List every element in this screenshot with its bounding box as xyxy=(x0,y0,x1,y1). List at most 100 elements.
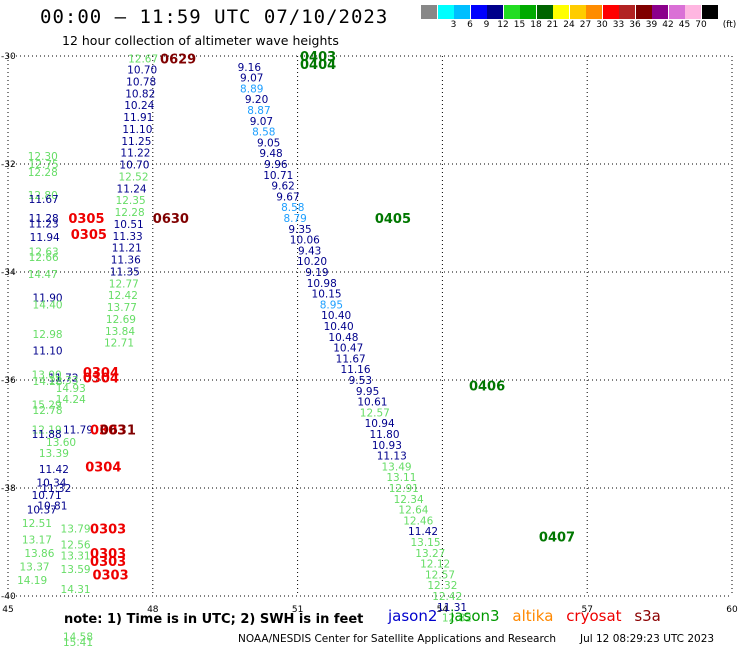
scale-swatch xyxy=(487,5,503,19)
wave-height-point: 10.61 xyxy=(357,397,387,409)
wave-height-point: 11.67 xyxy=(336,353,366,365)
pass-time-label: 0631 xyxy=(100,424,136,439)
wave-height-point: 10.81 xyxy=(37,500,67,512)
y-tick-label: -34 xyxy=(1,268,16,278)
wave-height-point: 8.89 xyxy=(240,83,263,95)
wave-height-point: 11.10 xyxy=(33,345,63,357)
wave-height-point: 11.90 xyxy=(33,292,63,304)
wave-height-point: 9.07 xyxy=(250,116,273,128)
wave-height-point: 10.78 xyxy=(126,76,156,88)
wave-height-point: 13.59 xyxy=(61,564,91,576)
wave-height-point: 10.51 xyxy=(114,219,144,231)
scale-label: 42 xyxy=(662,20,674,30)
wave-height-point: 8.95 xyxy=(320,299,343,311)
wave-height-point: 13.27 xyxy=(415,548,445,560)
wave-height-point: 11.94 xyxy=(30,232,60,244)
wave-height-point: 12.19 xyxy=(32,425,62,437)
wave-height-point: 14.24 xyxy=(56,394,86,406)
scale-swatch xyxy=(520,5,536,19)
wave-height-point: 11.79 xyxy=(63,425,93,437)
wave-height-point: 9.48 xyxy=(259,148,282,160)
y-tick-label: -40 xyxy=(1,592,16,602)
wave-height-point: 12.64 xyxy=(398,505,428,517)
wave-height-point: 12.75 xyxy=(29,159,59,171)
wave-height-point: 11.24 xyxy=(117,183,147,195)
scale-label: 15 xyxy=(513,20,526,30)
wave-height-point: 10.70 xyxy=(119,160,149,172)
pass-time-label: 0304 xyxy=(83,366,119,381)
wave-height-point: 11.72 xyxy=(48,372,78,384)
wave-height-point: 8.58 xyxy=(281,202,304,214)
wave-height-point: 9.43 xyxy=(298,245,321,257)
pass-time-label: 0403 xyxy=(300,50,336,65)
wave-height-point: 12.67 xyxy=(128,54,158,66)
wave-height-point: 9.62 xyxy=(271,181,294,193)
y-tick-label: -36 xyxy=(1,376,16,386)
pass-time-label: 0630 xyxy=(153,212,189,227)
wave-height-point: 9.07 xyxy=(240,73,263,85)
wave-height-point: 12.98 xyxy=(33,329,63,341)
wave-height-point: 12.69 xyxy=(106,314,136,326)
wave-height-point: 10.24 xyxy=(124,100,154,112)
wave-height-point: 9.95 xyxy=(356,386,379,398)
x-tick-label: 48 xyxy=(147,605,159,615)
scale-label: 27 xyxy=(579,20,592,30)
scale-label: 70 xyxy=(695,20,707,30)
wave-height-point: 12.78 xyxy=(33,405,63,417)
wave-height-point: 13.79 xyxy=(61,524,91,536)
wave-height-point: 12.46 xyxy=(403,515,433,527)
wave-height-point: 12.42 xyxy=(432,591,462,603)
wave-height-point: 12.42 xyxy=(108,290,138,302)
pass-time-label: 0404 xyxy=(300,58,336,73)
wave-height-point: 11.16 xyxy=(340,364,370,376)
wave-height-point: 12.66 xyxy=(29,252,59,264)
wave-height-point: 11.35 xyxy=(110,266,140,278)
scale-swatch xyxy=(503,5,520,19)
wave-height-point: 11.80 xyxy=(369,429,399,441)
scale-label: 24 xyxy=(563,20,575,30)
scale-label: 33 xyxy=(612,20,625,30)
scale-swatch xyxy=(602,5,619,19)
pass-time-label: 0304 xyxy=(85,460,121,475)
pass-time-label: 0303 xyxy=(92,568,128,583)
wave-height-point: 12.52 xyxy=(118,171,148,183)
scale-swatch xyxy=(553,5,569,19)
wave-height-point: 14.28 xyxy=(33,376,63,388)
x-tick-label: 54 xyxy=(437,605,449,615)
wave-height-point: 10.70 xyxy=(127,65,157,77)
scale-unit: (ft) xyxy=(722,20,737,30)
scale-swatch xyxy=(454,5,470,19)
wave-height-point: 11.13 xyxy=(377,451,407,463)
wave-height-point: 11.67 xyxy=(29,194,59,206)
wave-height-point: 10.15 xyxy=(312,289,342,301)
wave-height-point: 12.77 xyxy=(109,278,139,290)
wave-height-point: 11.42 xyxy=(408,526,438,538)
scale-label: 3 xyxy=(450,20,457,30)
scale-swatch xyxy=(421,5,437,19)
scale-label: 36 xyxy=(629,20,641,30)
y-tick-label: -32 xyxy=(1,160,16,170)
wave-height-point: 10.93 xyxy=(372,440,402,452)
x-tick-label: 45 xyxy=(2,605,13,615)
wave-height-point: 11.32 xyxy=(41,483,71,495)
pass-time-label: 0303 xyxy=(90,523,126,538)
wave-height-point: 9.20 xyxy=(245,94,268,106)
pass-time-label: 0407 xyxy=(539,531,575,546)
wave-height-point: 13.77 xyxy=(107,302,137,314)
scale-label: 18 xyxy=(530,20,542,30)
wave-height-point: 14.40 xyxy=(33,299,63,311)
wave-height-point: 8.58 xyxy=(252,127,275,139)
satellite-label-jason2: jason2 xyxy=(388,607,438,625)
wave-height-point: 12.30 xyxy=(28,151,58,163)
scale-label: 45 xyxy=(678,20,691,30)
wave-height-point: 10.71 xyxy=(32,490,62,502)
wave-height-point: 13.39 xyxy=(39,448,69,460)
wave-height-point: 11.23 xyxy=(29,218,59,230)
wave-height-point: 14.47 xyxy=(28,269,58,281)
scale-swatch xyxy=(569,5,586,19)
scale-swatch xyxy=(437,5,454,19)
wave-height-point: 11.91 xyxy=(123,112,153,124)
wave-height-point: 12.63 xyxy=(29,246,59,258)
wave-height-point: 9.53 xyxy=(349,375,372,387)
